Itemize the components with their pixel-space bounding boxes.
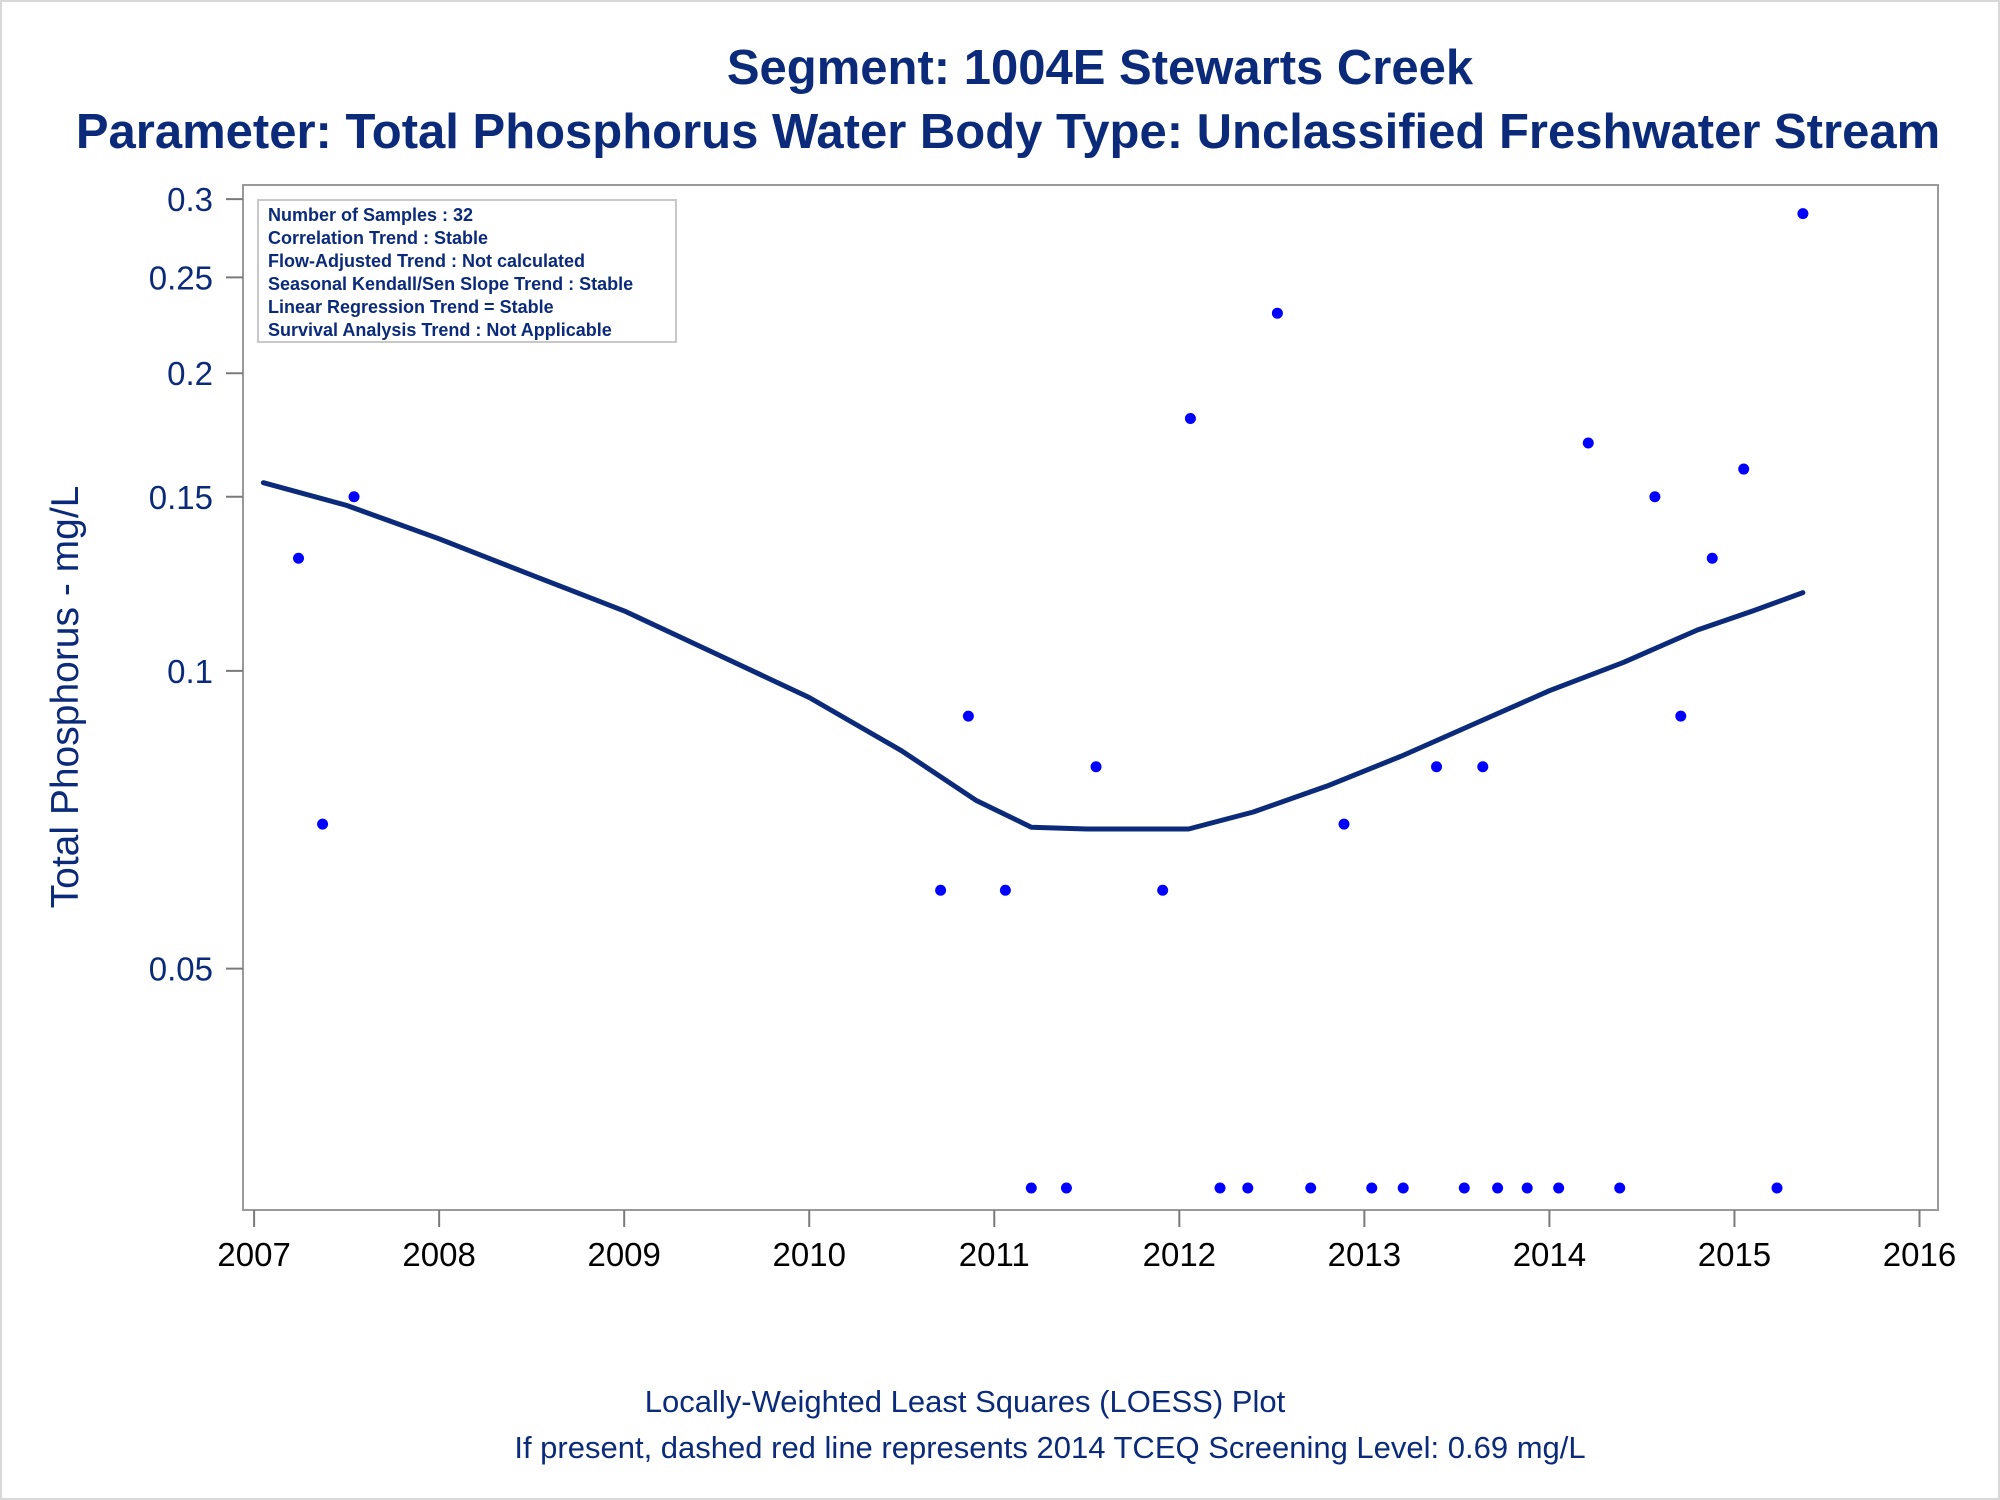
sample-point-25 xyxy=(1582,437,1594,449)
x-tick-label-7: 2014 xyxy=(1513,1236,1586,1273)
sample-point-14 xyxy=(1271,307,1283,319)
sample-point-15 xyxy=(1305,1182,1317,1194)
sample-point-24 xyxy=(1553,1182,1565,1194)
y-tick-label-4: 0.25 xyxy=(149,259,213,296)
info-line-flow-adjusted: Flow-Adjusted Trend : Not calculated xyxy=(268,251,585,271)
sample-point-7 xyxy=(1025,1182,1037,1194)
loess-series xyxy=(260,480,1806,832)
x-axis: 2007 2008 2009 2010 2011 2012 2013 2014 2015 2016 xyxy=(217,1210,1956,1273)
info-line-correlation: Correlation Trend : Stable xyxy=(268,228,488,248)
sample-point-32 xyxy=(1797,208,1809,220)
x-tick-label-5: 2012 xyxy=(1143,1236,1216,1273)
sample-points-series xyxy=(257,208,1809,1194)
y-axis-label: Total Phosphorus - mg/L xyxy=(44,486,87,909)
x-tick-label-6: 2013 xyxy=(1328,1236,1401,1273)
plot-area xyxy=(242,184,1939,1211)
x-tick-label-9: 2016 xyxy=(1883,1236,1956,1273)
sample-point-31 xyxy=(1771,1182,1783,1194)
info-line-linear-regression: Linear Regression Trend = Stable xyxy=(268,297,554,317)
info-line-survival-analysis: Survival Analysis Trend : Not Applicable xyxy=(268,320,612,340)
sample-point-12 xyxy=(1214,1182,1226,1194)
sample-point-4 xyxy=(935,884,947,896)
y-tick-label-3: 0.2 xyxy=(167,355,213,392)
info-box: Number of Samples : 32 Correlation Trend… xyxy=(257,199,677,343)
sample-point-30 xyxy=(1738,463,1750,475)
sample-point-6 xyxy=(999,884,1011,896)
y-axis: 0.05 0.1 0.15 0.2 0.25 0.3 xyxy=(149,181,243,988)
footnote-loess: Locally-Weighted Least Squares (LOESS) P… xyxy=(645,1384,1286,1419)
info-line-samples: Number of Samples : 32 xyxy=(268,205,473,225)
sample-point-11 xyxy=(1184,412,1196,424)
x-tick-label-4: 2011 xyxy=(959,1236,1030,1273)
sample-point-29 xyxy=(1706,552,1718,564)
info-box-border xyxy=(257,199,677,343)
sample-point-10 xyxy=(1157,884,1169,896)
sample-point-21 xyxy=(1477,761,1489,773)
info-line-seasonal-kendall: Seasonal Kendall/Sen Slope Trend : Stabl… xyxy=(268,274,633,294)
sample-point-17 xyxy=(1366,1182,1378,1194)
footnote-screening-level: If present, dashed red line represents 2… xyxy=(514,1430,1585,1465)
x-tick-label-0: 2007 xyxy=(217,1236,290,1273)
sample-point-20 xyxy=(1458,1182,1470,1194)
sample-point-26 xyxy=(1614,1182,1626,1194)
sample-point-3 xyxy=(348,491,360,503)
sample-point-27 xyxy=(1649,491,1661,503)
sample-point-2 xyxy=(317,818,329,830)
x-tick-label-1: 2008 xyxy=(402,1236,475,1273)
sample-point-13 xyxy=(1242,1182,1254,1194)
sample-point-28 xyxy=(1675,710,1687,722)
sample-point-18 xyxy=(1397,1182,1409,1194)
chart-subtitle: Parameter: Total Phosphorus Water Body T… xyxy=(76,105,1940,159)
x-tick-label-3: 2010 xyxy=(773,1236,846,1273)
sample-point-19 xyxy=(1431,761,1443,773)
y-tick-label-2: 0.15 xyxy=(149,479,213,516)
sample-point-1 xyxy=(293,552,305,564)
x-tick-label-2: 2009 xyxy=(587,1236,660,1273)
y-tick-label-1: 0.1 xyxy=(167,653,213,690)
chart-title: Segment: 1004E Stewarts Creek xyxy=(727,41,1474,95)
sample-point-8 xyxy=(1060,1182,1072,1194)
y-tick-label-5: 0.3 xyxy=(167,181,213,218)
x-tick-label-8: 2015 xyxy=(1698,1236,1771,1273)
sample-point-22 xyxy=(1492,1182,1504,1194)
sample-point-16 xyxy=(1338,818,1350,830)
loess-line xyxy=(260,480,1806,832)
sample-point-9 xyxy=(1090,761,1102,773)
sample-point-23 xyxy=(1521,1182,1533,1194)
sample-point-5 xyxy=(962,710,974,722)
y-tick-label-0: 0.05 xyxy=(149,951,213,988)
